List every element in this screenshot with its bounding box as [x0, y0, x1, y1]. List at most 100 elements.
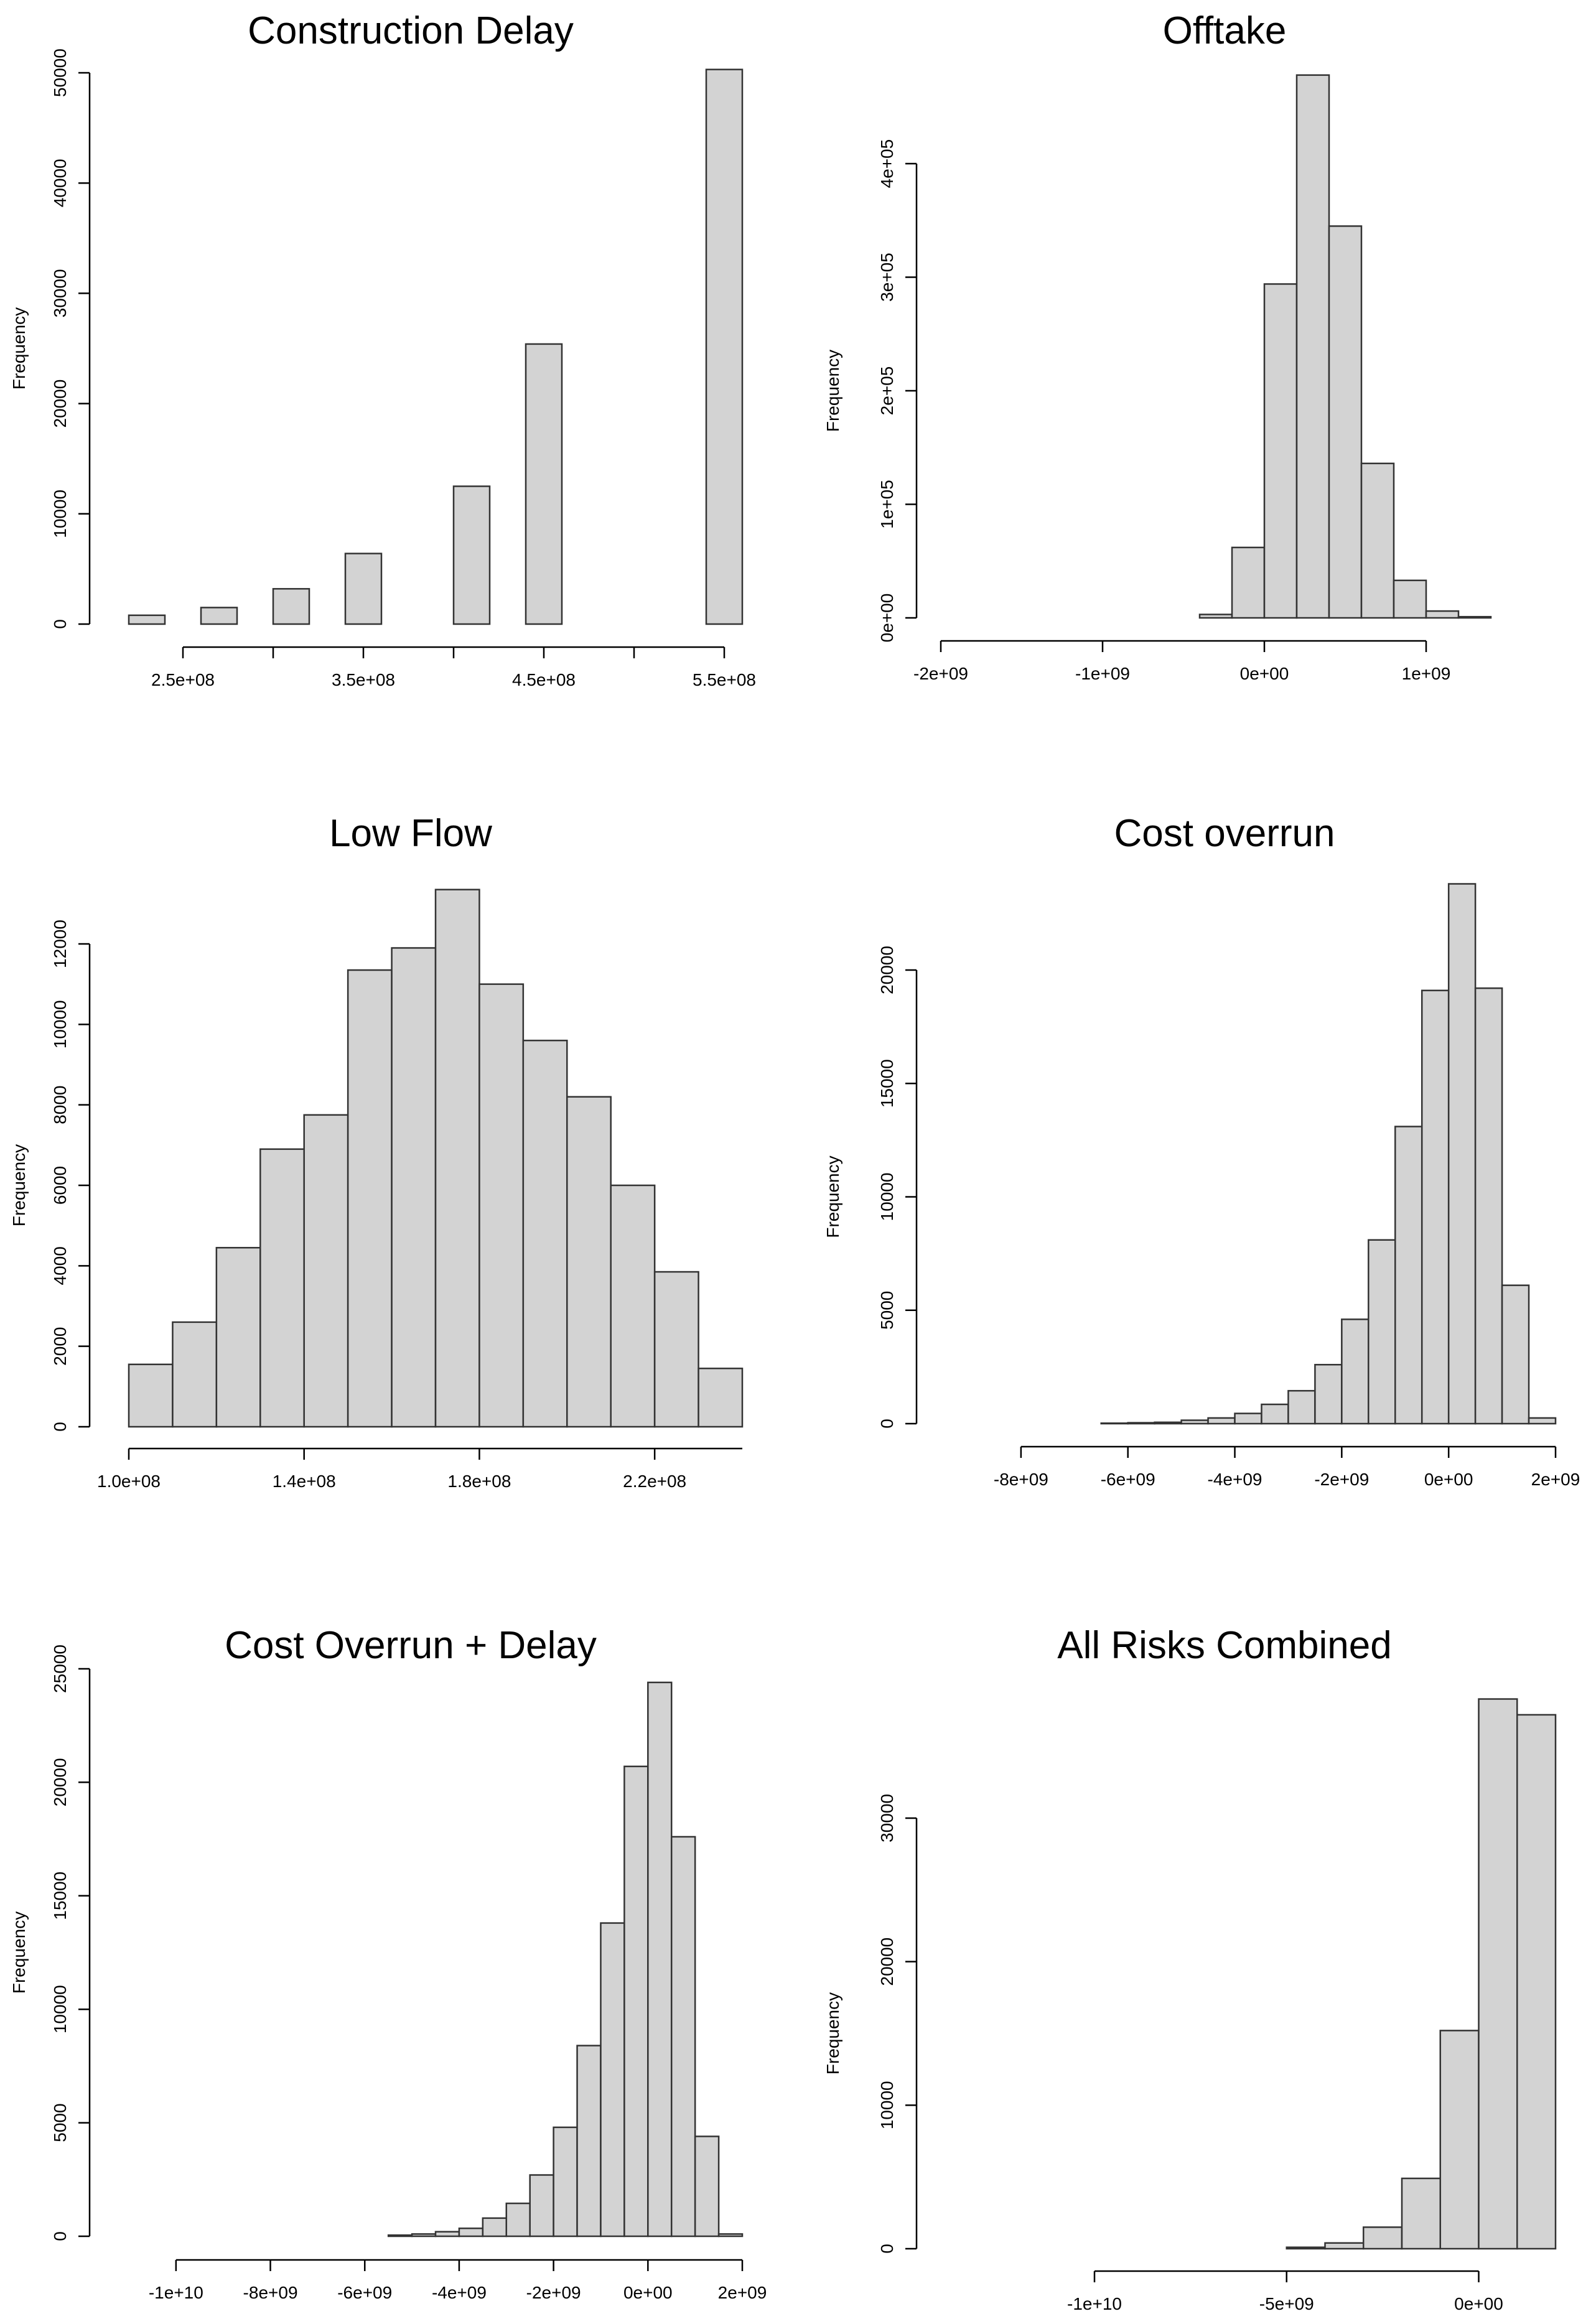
chart-title: Construction Delay — [248, 9, 574, 52]
histogram-bar — [434, 2231, 460, 2238]
histogram-bar — [1457, 615, 1492, 619]
histogram-bar — [1528, 1417, 1557, 1425]
histogram-bar — [1425, 610, 1460, 619]
histogram-bar — [172, 1321, 218, 1428]
y-tick-label: 0e+00 — [877, 594, 897, 643]
y-tick-label: 4e+05 — [877, 139, 897, 189]
x-tick-label: -4e+09 — [1208, 1470, 1262, 1489]
y-tick-label: 50000 — [50, 49, 70, 97]
y-tick-label: 0 — [877, 1419, 897, 1429]
histogram-bar — [1314, 1363, 1343, 1425]
histogram-bar — [623, 1765, 649, 2238]
x-axis: -2e+09 -1e+09 0e+00 1e+09 — [913, 640, 1451, 683]
histogram-bar — [1328, 225, 1363, 619]
y-tick-label: 8000 — [50, 1086, 70, 1124]
y-tick-label: 20000 — [50, 1758, 70, 1806]
x-axis: -8e+09 -6e+09 -4e+09 -2e+09 0e+00 2e+09 — [994, 1445, 1580, 1489]
y-axis: 0 10000 20000 30000 — [877, 1794, 918, 2254]
x-tick-label: 2e+09 — [1531, 1470, 1580, 1489]
histogram-6: All Risks Combined 0 10000 20000 30000 Freque… — [823, 1624, 1557, 2313]
histogram-bar — [698, 1367, 744, 1428]
y-axis-label: Frequency — [823, 1155, 842, 1238]
y-axis: 0 10000 20000 30000 40000 50000 — [50, 49, 91, 629]
x-tick-label: -4e+09 — [432, 2283, 487, 2302]
y-axis-label: Frequency — [9, 1911, 29, 1994]
y-tick-label: 20000 — [877, 1938, 897, 1986]
histogram-bar — [1341, 1318, 1370, 1425]
x-tick-label: 1.0e+08 — [97, 1472, 161, 1491]
x-tick-label: 2.5e+08 — [151, 670, 215, 689]
histogram-bar — [1501, 1284, 1530, 1425]
histogram-bar — [128, 1363, 174, 1428]
histogram-bar — [1180, 1419, 1209, 1425]
y-tick-label: 4000 — [50, 1246, 70, 1285]
histogram-bar — [434, 889, 480, 1428]
histogram-bar — [576, 2045, 602, 2238]
x-tick-label: -1e+10 — [149, 2283, 203, 2302]
y-tick-label: 15000 — [877, 1059, 897, 1108]
y-axis-label: Frequency — [823, 1992, 842, 2074]
histogram-bar — [1263, 283, 1298, 619]
histogram-bar — [1439, 2030, 1480, 2250]
y-tick-label: 5000 — [50, 2103, 70, 2142]
histogram-bar — [1261, 1403, 1289, 1425]
y-tick-label: 40000 — [50, 159, 70, 207]
histogram-bar — [566, 1096, 612, 1428]
histogram-bar — [259, 1148, 305, 1428]
x-tick-label: 0e+00 — [1240, 664, 1289, 683]
y-axis: 0e+00 1e+05 2e+05 3e+05 4e+05 — [877, 139, 918, 643]
y-tick-label: 0 — [50, 619, 70, 629]
x-tick-label: 0e+00 — [1454, 2294, 1503, 2313]
histogram-bar — [705, 68, 744, 625]
y-axis: 0 5000 10000 15000 20000 25000 — [50, 1645, 91, 2241]
y-axis-label: Frequency — [9, 307, 29, 390]
x-tick-label: -8e+09 — [994, 1470, 1048, 1489]
histogram-3: Low Flow 0 2000 4000 6000 8000 10000 12000 Frequ… — [9, 812, 744, 1491]
x-tick-label: 2.2e+08 — [623, 1472, 686, 1491]
x-tick-label: -1e+10 — [1067, 2294, 1122, 2313]
histogram-bar — [1207, 1417, 1236, 1425]
y-tick-label: 10000 — [50, 490, 70, 538]
histogram-bar — [272, 588, 310, 625]
histogram-bar — [1478, 1698, 1518, 2250]
histogram-bar — [529, 2174, 554, 2238]
histogram-bar — [1231, 546, 1266, 619]
histogram-5: Cost Overrun + Delay 0 5000 10000 15000 20000… — [9, 1624, 767, 2302]
histogram-bar — [653, 1271, 699, 1428]
y-tick-label: 0 — [50, 1422, 70, 1432]
histogram-bar — [1368, 1239, 1396, 1425]
histogram-bar — [1287, 1389, 1316, 1425]
histogram-bar — [717, 2233, 744, 2238]
y-tick-label: 30000 — [877, 1794, 897, 1842]
histogram-bar — [1324, 2242, 1365, 2250]
y-tick-label: 25000 — [50, 1645, 70, 1693]
histogram-bar — [458, 2227, 484, 2238]
y-axis: 0 5000 10000 15000 20000 — [877, 946, 918, 1429]
histogram-bar — [387, 2234, 413, 2238]
x-tick-label: -2e+09 — [913, 664, 968, 683]
x-tick-label: 1.8e+08 — [447, 1472, 511, 1491]
histogram-bar — [1286, 2246, 1326, 2250]
histogram-bar — [215, 1246, 261, 1428]
y-axis: 0 2000 4000 6000 8000 10000 12000 — [50, 920, 91, 1432]
x-axis: 2.5e+08 3.5e+08 4.5e+08 5.5e+08 — [151, 646, 756, 689]
histogram-bar — [452, 485, 491, 625]
x-axis: -1e+10 -5e+09 0e+00 — [1067, 2270, 1503, 2313]
x-tick-label: -1e+09 — [1075, 664, 1130, 683]
y-tick-label: 6000 — [50, 1166, 70, 1205]
x-tick-label: 1e+09 — [1402, 664, 1451, 683]
y-tick-label: 20000 — [877, 946, 897, 994]
histogram-bar — [1360, 462, 1395, 619]
x-tick-label: 3.5e+08 — [332, 670, 395, 689]
histogram-bar — [610, 1184, 656, 1428]
x-tick-label: -5e+09 — [1259, 2294, 1314, 2313]
x-tick-label: 1.4e+08 — [273, 1472, 336, 1491]
y-axis-label: Frequency — [823, 350, 842, 432]
histogram-bar — [347, 969, 393, 1428]
histogram-bar — [1421, 989, 1450, 1425]
x-axis: -1e+10 -8e+09 -6e+09 -4e+09 -2e+09 0e+00 2e+09 — [149, 2259, 767, 2302]
histogram-bar — [522, 1039, 568, 1428]
histogram-bar — [1474, 987, 1503, 1425]
histogram-bar — [303, 1114, 349, 1428]
